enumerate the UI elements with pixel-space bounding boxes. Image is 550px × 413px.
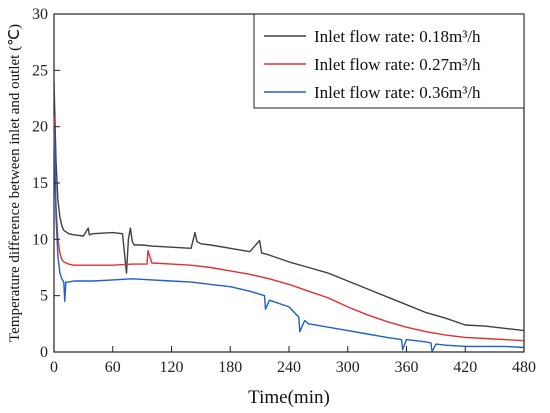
series-line-3 (53, 126, 525, 353)
x-axis-title: Time(min) (248, 387, 330, 408)
series-line-1 (53, 81, 525, 332)
legend-label-3: Inlet flow rate: 0.36m³/h (314, 83, 481, 102)
x-tick-label: 60 (105, 359, 121, 376)
y-axis-title: Temperature difference between inlet and… (7, 24, 23, 342)
y-tick-label: 0 (40, 344, 48, 361)
y-axis: 0 5 10 15 20 25 30 (32, 6, 60, 361)
y-tick-label: 15 (32, 175, 48, 192)
x-tick-label: 300 (336, 359, 360, 376)
series-layer (53, 81, 525, 353)
x-tick-label: 480 (512, 359, 536, 376)
x-tick-label: 420 (453, 359, 477, 376)
x-tick-label: 240 (277, 359, 301, 376)
x-tick-label: 120 (160, 359, 184, 376)
y-tick-label: 30 (32, 6, 48, 23)
x-tick-label: 180 (218, 359, 242, 376)
x-tick-label: 0 (50, 359, 58, 376)
legend: Inlet flow rate: 0.18m³/h Inlet flow rate… (253, 13, 525, 109)
legend-label-2: Inlet flow rate: 0.27m³/h (314, 55, 481, 74)
x-axis: 0 60 120 180 240 300 360 420 480 (50, 346, 536, 376)
x-tick-label: 360 (395, 359, 419, 376)
legend-label-1: Inlet flow rate: 0.18m³/h (314, 27, 481, 46)
y-tick-label: 10 (32, 231, 48, 248)
y-tick-label: 25 (32, 62, 48, 79)
y-tick-label: 20 (32, 119, 48, 136)
series-line-2 (53, 115, 525, 342)
y-tick-label: 5 (40, 288, 48, 305)
